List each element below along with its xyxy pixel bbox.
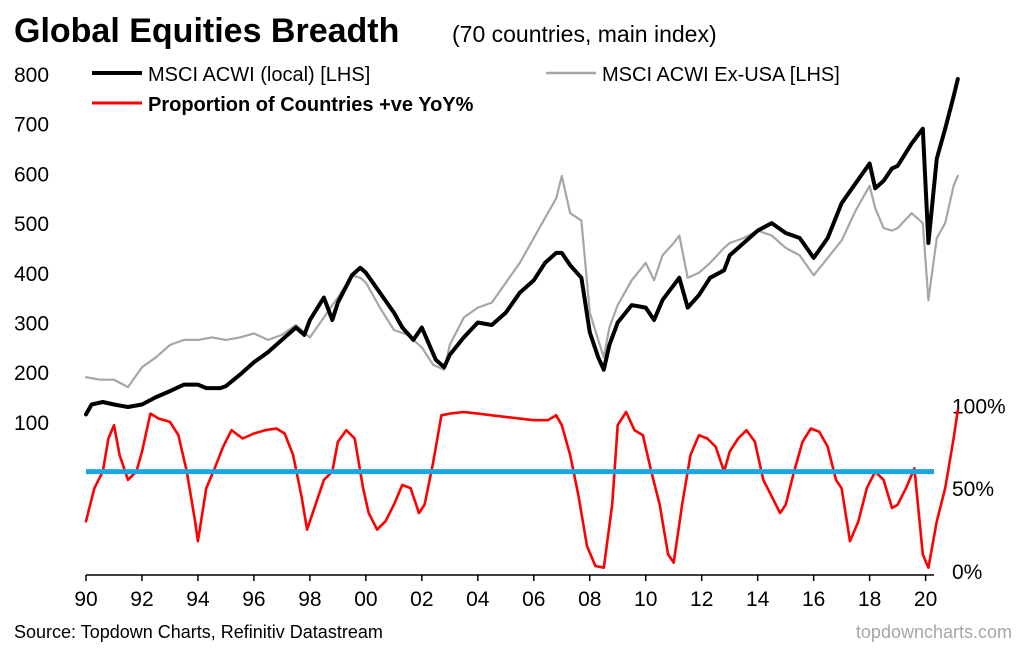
y-left-tick-label: 200: [14, 362, 49, 385]
y-axis-left: 800 700 600 500 400 300 200 100: [14, 64, 49, 435]
series-group: [84, 77, 960, 570]
y-left-tick-label: 100: [14, 412, 49, 435]
legend-label-exusa: MSCI ACWI Ex-USA [LHS]: [602, 64, 840, 86]
x-tick-label: 18: [858, 588, 881, 611]
legend-label-proportion: Proportion of Countries +ve YoY%: [148, 94, 474, 116]
y-right-tick-label: 50%: [952, 478, 994, 501]
x-tick-label: 96: [242, 588, 265, 611]
legend-label-acwi: MSCI ACWI (local) [LHS]: [148, 64, 370, 86]
x-tick-label: 98: [298, 588, 321, 611]
chart-subtitle: (70 countries, main index): [452, 21, 717, 47]
y-right-tick-label: 0%: [952, 561, 982, 584]
series-line-acwi: [84, 77, 960, 417]
y-left-tick-label: 700: [14, 114, 49, 137]
x-tick-label: 14: [746, 588, 770, 611]
series-line-exusa: [84, 174, 959, 389]
x-tick-label: 04: [466, 588, 490, 611]
source-note: Source: Topdown Charts, Refinitiv Datast…: [14, 622, 383, 642]
legend: MSCI ACWI (local) [LHS] MSCI ACWI Ex-USA…: [92, 64, 840, 116]
y-left-tick-label: 500: [14, 213, 49, 236]
x-tick-label: 94: [186, 588, 210, 611]
y-left-tick-label: 300: [14, 313, 49, 336]
y-right-tick-label: 100%: [952, 395, 1006, 418]
chart-title: Global Equities Breadth: [14, 12, 399, 50]
x-tick-label: 16: [802, 588, 825, 611]
x-tick-label: 20: [914, 588, 937, 611]
x-tick-label: 08: [578, 588, 601, 611]
x-tick-label: 00: [354, 588, 377, 611]
x-tick-label: 06: [522, 588, 545, 611]
x-tick-label: 92: [130, 588, 153, 611]
y-left-tick-label: 600: [14, 163, 49, 186]
x-axis: 90 92 94 96 98 00 02 04 06 08 10 12 14 16 18 20: [74, 574, 937, 611]
watermark: topdowncharts.com: [856, 622, 1012, 642]
y-axis-right: 100% 50% 0%: [952, 395, 1006, 584]
y-left-tick-label: 800: [14, 64, 49, 87]
x-tick-label: 02: [410, 588, 433, 611]
series-line-proportion: [84, 408, 960, 570]
x-tick-label: 10: [634, 588, 657, 611]
x-tick-label: 12: [690, 588, 713, 611]
y-left-tick-label: 400: [14, 263, 49, 286]
x-tick-label: 90: [74, 588, 97, 611]
